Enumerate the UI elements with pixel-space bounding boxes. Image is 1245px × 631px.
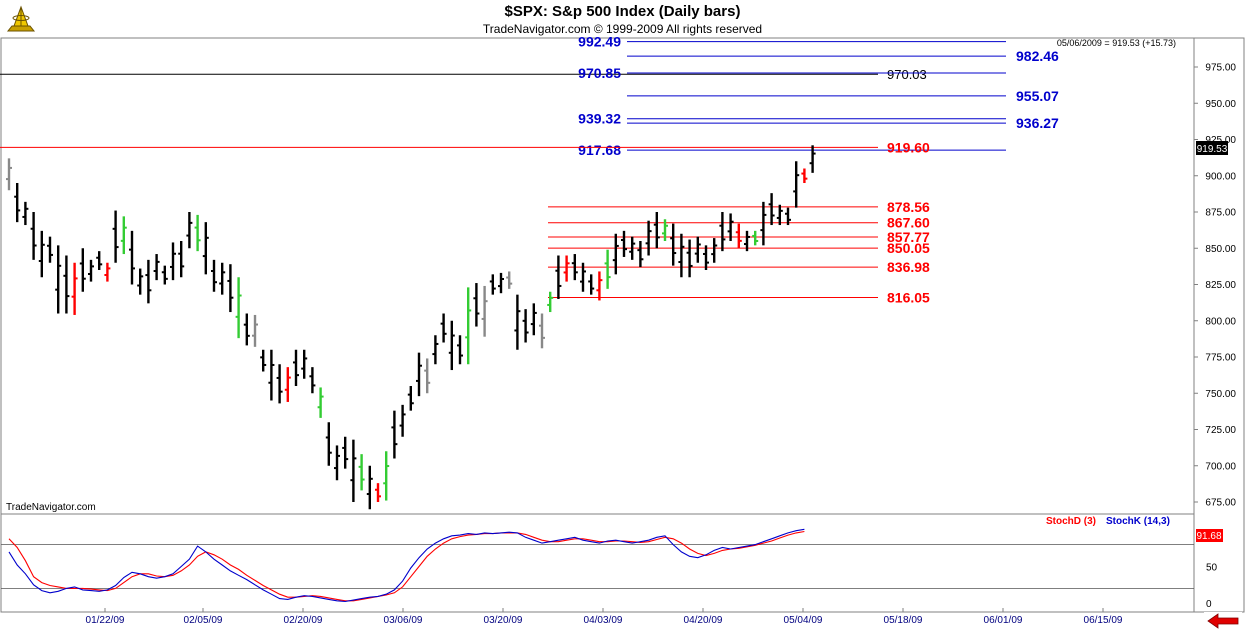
price-tick-label: 825.00 (1205, 280, 1236, 291)
level-label-blue: 939.32 (578, 111, 621, 127)
date-tick-label: 04/03/09 (584, 615, 623, 626)
date-tick-label: 06/01/09 (984, 615, 1023, 626)
level-label-red: 878.56 (887, 199, 930, 215)
price-tick-label: 875.00 (1205, 208, 1236, 219)
stochastic-panel: 0 50 (1, 528, 1218, 610)
level-label-blue: 917.68 (578, 142, 621, 158)
ohlc-bars-group (6, 145, 816, 510)
stoch-value-label: 91.68 (1196, 531, 1221, 542)
price-axis: 675.00 700.00 725.00 750.00 775.00 800.00 825.… (1194, 63, 1236, 509)
level-label-red: 867.60 (887, 215, 930, 231)
stoch-k-line (8, 528, 805, 603)
level-label-blue: 936.27 (1016, 115, 1059, 131)
level-label-red: 836.98 (887, 259, 930, 275)
price-tick-label: 925.00 (1205, 135, 1236, 146)
stochastic-legend: StochD (3) StochK (14,3) (1046, 516, 1170, 527)
level-label-red: 857.77 (887, 229, 930, 245)
copyright-text: TradeNavigator.com © 1999-2009 All right… (482, 22, 763, 36)
price-tick-label: 725.00 (1205, 425, 1236, 436)
last-price-label: 919.53 (1197, 144, 1228, 155)
price-tick-label: 975.00 (1205, 63, 1236, 74)
level-label-blue: 992.49 (578, 34, 621, 50)
price-tick-label: 900.00 (1205, 171, 1236, 182)
date-tick-label: 01/22/09 (86, 615, 125, 626)
price-tick-label: 850.00 (1205, 244, 1236, 255)
level-label-black: 970.03 (887, 67, 927, 82)
date-tick-label: 05/04/09 (784, 615, 823, 626)
price-axis-area (1193, 37, 1245, 613)
date-tick-label: 05/18/09 (884, 615, 923, 626)
price-tick-label: 700.00 (1205, 461, 1236, 472)
level-label-blue: 955.07 (1016, 88, 1059, 104)
info-line: 05/06/2009 = 919.53 (+15.73) (1057, 38, 1176, 48)
date-tick-label: 04/20/09 (684, 615, 723, 626)
watermark-text: TradeNavigator.com (6, 502, 96, 513)
panel-frames (0, 37, 1245, 613)
date-tick-label: 02/20/09 (284, 615, 323, 626)
level-label-red: 850.05 (887, 240, 930, 256)
chart-header: $SPX: S&p 500 Index (Daily bars) TradeNa… (0, 0, 1245, 38)
stoch-d-legend: StochD (3) (1046, 516, 1096, 527)
scroll-right-arrow-icon[interactable] (1204, 612, 1242, 630)
price-tick-label: 750.00 (1205, 389, 1236, 400)
stoch-k-legend: StochK (14,3) (1106, 516, 1170, 527)
date-tick-label: 03/06/09 (384, 615, 423, 626)
level-label-red: 816.05 (887, 289, 930, 305)
date-tick-label: 02/05/09 (184, 615, 223, 626)
stoch-value-box (1196, 529, 1223, 542)
level-label-red: 919.60 (887, 139, 930, 155)
levels-group: 970.03 992.49 982.46 970.85 955.07 939.32 936.… (0, 34, 1059, 305)
price-tick-label: 950.00 (1205, 99, 1236, 110)
price-tick-label: 675.00 (1205, 498, 1236, 509)
stoch-d-line (8, 530, 805, 602)
stoch-tick-label: 0 (1206, 599, 1212, 610)
price-tick-label: 775.00 (1205, 353, 1236, 364)
level-label-blue: 982.46 (1016, 48, 1059, 64)
last-price-box (1196, 141, 1228, 155)
date-axis: 01/22/09 02/05/09 02/20/09 03/06/09 03/20/09… (86, 608, 1123, 626)
stoch-tick-label: 50 (1206, 563, 1218, 574)
level-label-blue: 970.85 (578, 65, 621, 81)
date-tick-label: 06/15/09 (1084, 615, 1123, 626)
price-panel-frame (0, 37, 1195, 515)
tradenavigator-logo-icon (4, 4, 38, 34)
stochastic-panel-frame (0, 513, 1195, 613)
date-tick-label: 03/20/09 (484, 615, 523, 626)
price-tick-label: 800.00 (1205, 316, 1236, 327)
chart-title: $SPX: S&p 500 Index (Daily bars) (504, 3, 741, 20)
